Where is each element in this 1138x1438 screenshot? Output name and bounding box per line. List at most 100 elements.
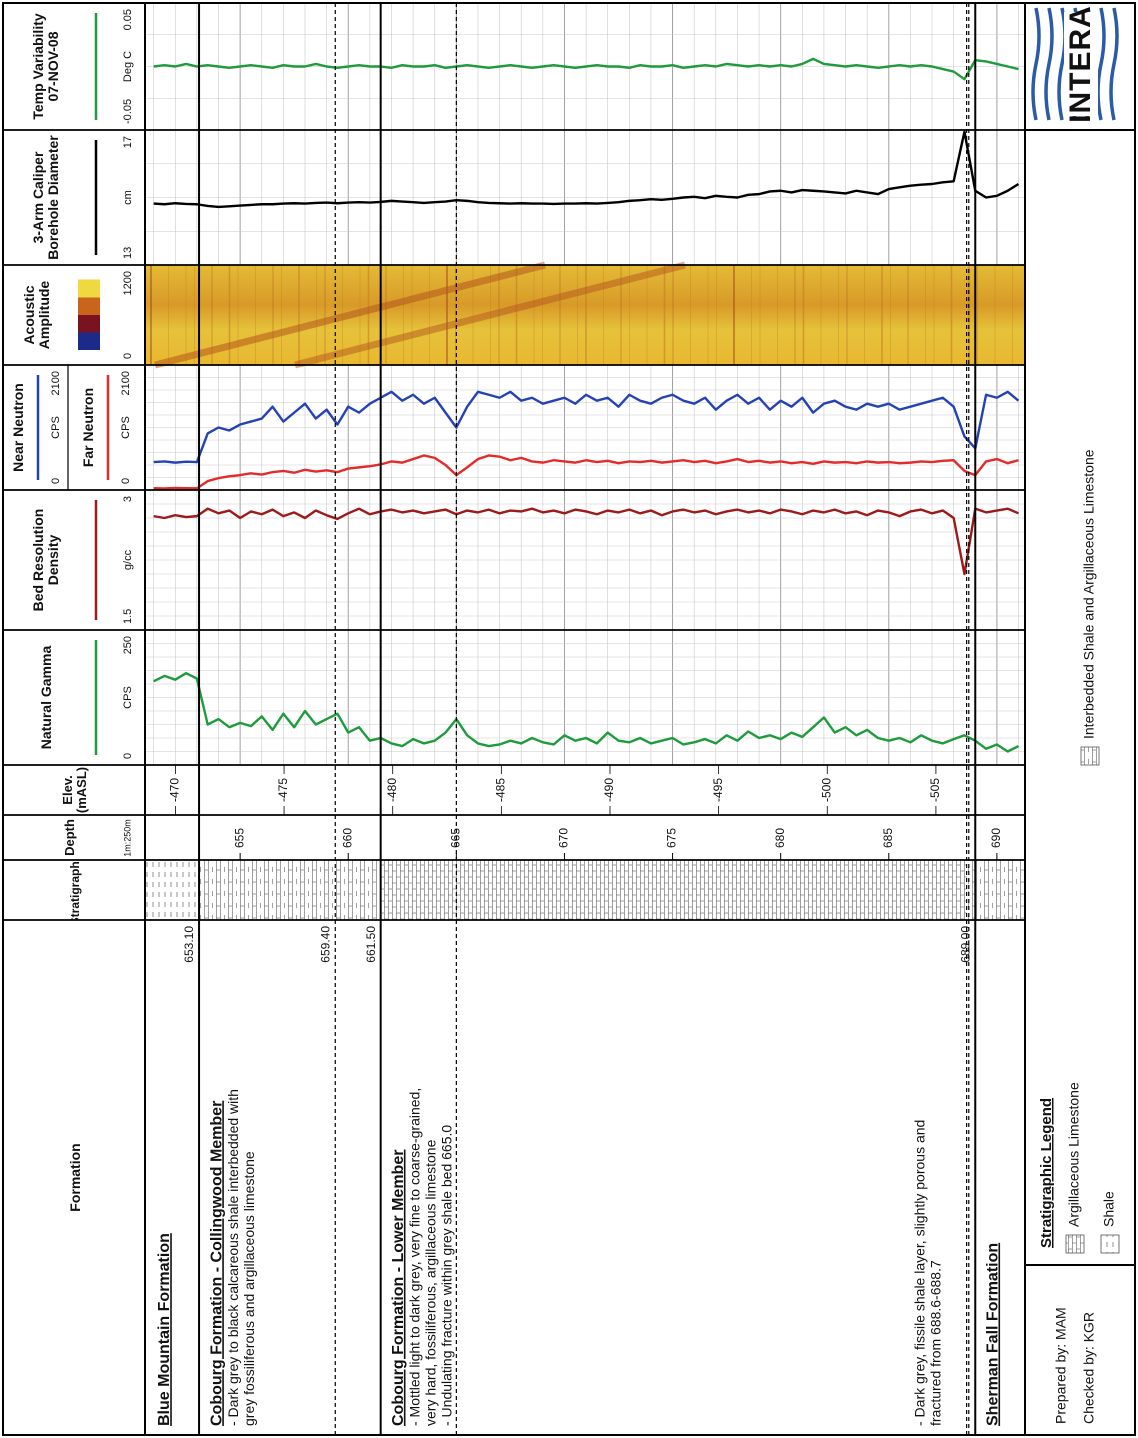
scale-label: 0 [122, 753, 134, 759]
depth-label: 670 [557, 828, 571, 848]
column-title-box: Elev. (mASL) [40, 765, 110, 815]
legend-swatch [1101, 1235, 1119, 1253]
logo-wave [1111, 8, 1117, 120]
rotated-log: Natural Gamma 0 250 CPS Bed Resolution Densi… [3, 3, 1135, 1435]
frame [3, 3, 1135, 1435]
track-title-box: Natural Gamma [6, 632, 86, 763]
lithology [199, 860, 381, 920]
depth-label: 675 [665, 828, 679, 848]
scale-label: 0 [122, 353, 134, 359]
scale-label: 2100 [50, 371, 62, 395]
elev-label: -470 [168, 778, 182, 802]
log-sheet: Natural Gamma 0 250 CPS Bed Resolution Densi… [0, 0, 1138, 1438]
page: Natural Gamma 0 250 CPS Bed Resolution Densi… [0, 0, 1138, 1438]
boundary-label: 661.50 [364, 926, 378, 963]
scale-label: 250 [122, 636, 134, 654]
scale-label: 1200 [122, 271, 134, 295]
elev-label: -485 [494, 778, 508, 802]
elev-label: -490 [602, 778, 616, 802]
scale-label: 0 [50, 478, 62, 484]
elev-label: -480 [385, 778, 399, 802]
track-title: Natural Gamma [6, 632, 86, 763]
formation-description: - Undulating fracture within grey shale … [438, 1125, 454, 1426]
legend-item: Shale [1101, 1191, 1117, 1227]
unit-label: Deg C [122, 51, 134, 82]
logo-wave [1098, 8, 1104, 120]
track-title: Acoustic Amplitude [8, 267, 66, 363]
track-title-box: Bed Resolution Density [6, 492, 86, 628]
logo-wave [1046, 8, 1052, 120]
formation-description: - Mottled light to dark grey, very fine … [406, 1088, 422, 1426]
unit-label: g/cc [122, 549, 134, 570]
depth-label: 655 [232, 828, 246, 848]
column-title: Stratigraphy [40, 860, 110, 920]
scale-label: 0.05 [122, 9, 134, 30]
depth-label: 685 [881, 828, 895, 848]
elev-label: -495 [711, 778, 725, 802]
colorbar-swatch [78, 315, 100, 333]
legend-item: Argillaceous Limestone [1066, 1082, 1082, 1227]
scale-label: -0.05 [122, 99, 134, 124]
boundary-label: 659.40 [318, 926, 332, 963]
formation-description: very hard, fossiliferous, argillaceous l… [422, 1139, 438, 1426]
legend-swatch [1066, 1235, 1084, 1253]
legend-item: Interbedded Shale and Argillaceous Limes… [1081, 449, 1097, 739]
unit-label: CPS [50, 416, 62, 439]
boundary-label: 689.00 [958, 926, 972, 963]
scale-label: 0 [120, 478, 132, 484]
elev-label: -505 [928, 778, 942, 802]
column-title: Formation [40, 920, 110, 1435]
track-title: Far Neutron [74, 367, 102, 488]
colorbar-swatch [78, 297, 100, 315]
formation-name: Blue Mountain Formation [156, 1233, 173, 1426]
formation-note: fractured from 688.6-688.7 [927, 1260, 943, 1426]
elev-label: -500 [819, 778, 833, 802]
column-title: Elev. (mASL) [40, 765, 110, 815]
depth-label: 665 [449, 828, 463, 848]
unit-label: CPS [120, 416, 132, 439]
unit-label: CPS [122, 686, 134, 709]
track-title-box: 3-Arm Caliper Borehole Diameter [6, 132, 86, 263]
column-title-box: Stratigraphy [40, 860, 110, 920]
prepared-by: Prepared by: MAM [1053, 1307, 1069, 1424]
elev-label: -475 [276, 778, 290, 802]
logo-wave [1033, 8, 1039, 120]
column-title-box: Depth [40, 815, 100, 860]
track-title: Temp Variability 07-NOV-08 [6, 5, 86, 128]
legend-title: Stratigraphic Legend [1038, 1098, 1055, 1248]
scale-label: 2100 [120, 371, 132, 395]
column-title-box: Formation [40, 920, 110, 1435]
depth-label: 690 [989, 828, 1003, 848]
track-title-box: Temp Variability 07-NOV-08 [6, 5, 86, 128]
track-title: Bed Resolution Density [6, 492, 86, 628]
track-title: 3-Arm Caliper Borehole Diameter [6, 132, 86, 263]
track-title-box: Near Neutron [4, 367, 32, 488]
track-title-box: Far Neutron [74, 367, 102, 488]
checked-by: Checked by: KGR [1081, 1312, 1097, 1424]
boundary-label: 653.10 [182, 926, 196, 963]
formation-note: - Dark grey, fissile shale layer, slight… [911, 1120, 927, 1426]
formation-description: - Dark grey to black calcareous shale in… [225, 1089, 241, 1426]
column-title: Depth [40, 815, 100, 860]
unit-label: cm [122, 190, 134, 205]
acoustic-image [145, 265, 1025, 365]
colorbar-swatch [78, 332, 100, 350]
depth-label: 660 [340, 828, 354, 848]
scale-label: 17 [122, 136, 134, 148]
formation-name: Cobourg Formation - Lower Member [390, 1150, 407, 1426]
track-title: Near Neutron [4, 367, 32, 488]
lithology [381, 860, 967, 920]
formation-name: Cobourg Formation - Collingwood Member [208, 1101, 225, 1426]
lithology [145, 860, 199, 920]
depth-label: 680 [773, 828, 787, 848]
formation-description: grey fossiliferous and argillaceous lime… [241, 1151, 257, 1426]
scale-label: 13 [122, 247, 134, 259]
scale-label: 3 [122, 496, 134, 502]
colorbar-swatch [78, 280, 100, 298]
formation-name: Sherman Fall Formation [984, 1243, 1001, 1426]
scale-label: 1.5 [122, 609, 134, 624]
legend-swatch [1081, 747, 1099, 765]
column-scale: 1m:250m [122, 819, 132, 857]
logo: INTERA [1064, 5, 1097, 123]
track-title-box: Acoustic Amplitude [8, 267, 66, 363]
